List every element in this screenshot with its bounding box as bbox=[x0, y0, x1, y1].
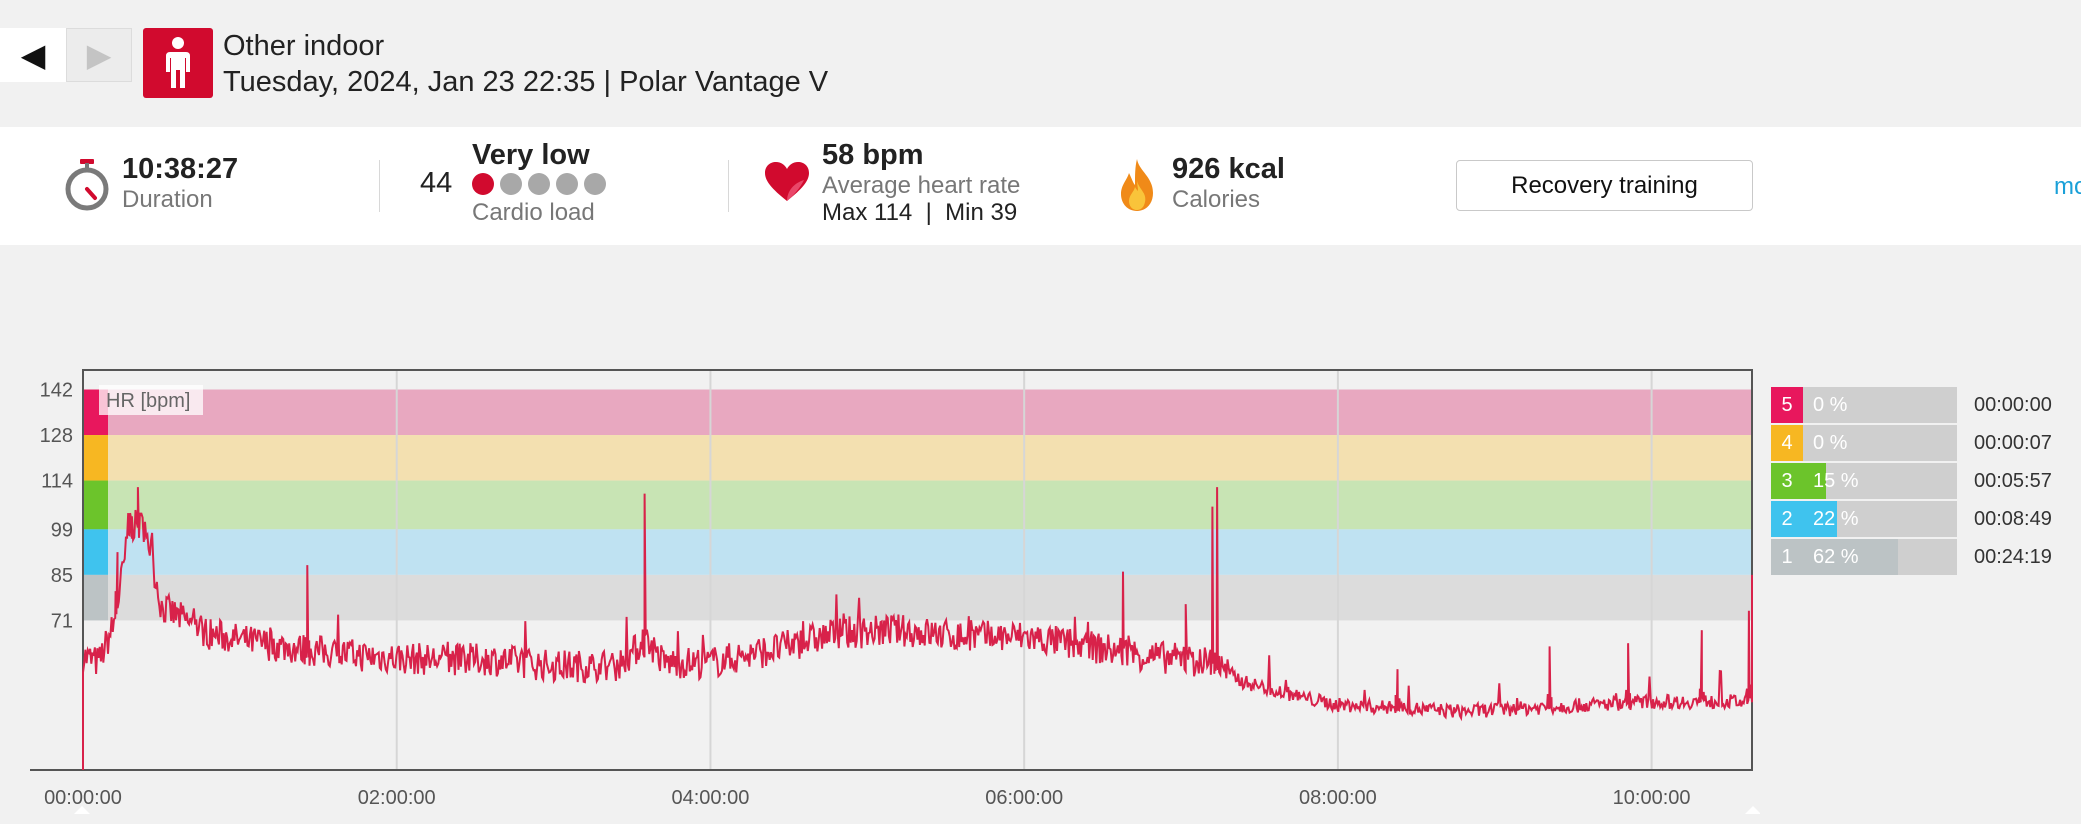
y-tick-label: 85 bbox=[51, 565, 73, 587]
zone-number: 3 bbox=[1771, 463, 1803, 499]
previous-exercise-button[interactable]: ◀ bbox=[0, 28, 66, 82]
zone-time: 00:24:19 bbox=[1974, 545, 2052, 568]
summary-bar: 10:38:27 Duration 44 Very low Cardio loa… bbox=[0, 127, 2081, 245]
duration-value: 10:38:27 bbox=[122, 153, 239, 185]
zone-tab-1 bbox=[84, 574, 108, 621]
average-hr-value: 58 bpm bbox=[822, 139, 924, 171]
next-exercise-button[interactable]: ▶ bbox=[66, 28, 132, 82]
zone-percent: 62 % bbox=[1813, 545, 1859, 568]
cardio-dot bbox=[528, 173, 550, 195]
zone-bands bbox=[83, 389, 1752, 621]
zone-row-5: 5 0 % bbox=[1771, 387, 1957, 423]
cardio-load-value: 44 bbox=[420, 167, 453, 199]
cardio-dot bbox=[584, 173, 606, 195]
arrow-right-icon: ▶ bbox=[86, 37, 112, 73]
zone-tab-2 bbox=[84, 529, 108, 575]
calories-value: 926 kcal bbox=[1172, 153, 1285, 185]
heart-rate-chart: 142 128 114 99 85 71 00:00:00 02:00:00 04:00:00… bbox=[30, 369, 1760, 814]
y-tick-label: 99 bbox=[51, 519, 73, 541]
session-subtitle: Tuesday, 2024, Jan 23 22:35 | Polar Vant… bbox=[223, 66, 829, 98]
training-benefit-button[interactable]: Recovery training bbox=[1456, 160, 1753, 211]
x-tick-label: 08:00:00 bbox=[1299, 787, 1377, 809]
more-link[interactable]: mo bbox=[2054, 173, 2081, 200]
cardio-load-label: Cardio load bbox=[472, 199, 595, 226]
y-tick-label: 71 bbox=[51, 610, 73, 632]
zone-percent: 22 % bbox=[1813, 507, 1859, 530]
flame-icon bbox=[1121, 159, 1153, 211]
zone-row-1: 1 62 % bbox=[1771, 539, 1957, 575]
y-tick-label: 142 bbox=[40, 380, 73, 402]
zone-number: 5 bbox=[1771, 387, 1803, 423]
zone-time: 00:00:07 bbox=[1974, 431, 2052, 454]
zone-band-3 bbox=[83, 480, 1752, 530]
cardio-load-level: Very low bbox=[472, 139, 590, 171]
zone-percent: 0 % bbox=[1813, 431, 1848, 454]
zone-bar bbox=[1803, 501, 1957, 537]
zone-bar-fill bbox=[1803, 501, 1837, 537]
zone-band-1 bbox=[83, 574, 1752, 621]
cardio-dot bbox=[472, 173, 494, 195]
zone-bar bbox=[1803, 425, 1957, 461]
zone-percent: 15 % bbox=[1813, 469, 1859, 492]
cardio-dot bbox=[556, 173, 578, 195]
x-tick-label: 00:00:00 bbox=[44, 787, 122, 809]
range-handle-right[interactable] bbox=[1745, 806, 1760, 814]
average-hr-label: Average heart rate bbox=[822, 172, 1021, 199]
zone-row-3: 3 15 % bbox=[1771, 463, 1957, 499]
plot-frame bbox=[82, 369, 1753, 771]
y-tick-label: 114 bbox=[41, 471, 73, 493]
zone-bar bbox=[1803, 387, 1957, 423]
zone-tabs bbox=[84, 389, 108, 621]
zone-row-4: 4 0 % bbox=[1771, 425, 1957, 461]
zone-time: 00:05:57 bbox=[1974, 469, 2052, 492]
zone-number: 2 bbox=[1771, 501, 1803, 537]
hr-max-min: Max 114 | Min 39 bbox=[822, 199, 1018, 226]
y-tick-label: 128 bbox=[40, 425, 73, 447]
zone-time: 00:00:00 bbox=[1974, 393, 2052, 416]
zone-band-5 bbox=[83, 389, 1752, 436]
zone-number: 4 bbox=[1771, 425, 1803, 461]
zone-bar-fill bbox=[1803, 539, 1899, 575]
zone-time: 00:08:49 bbox=[1974, 507, 2052, 530]
sport-title: Other indoor bbox=[223, 30, 385, 62]
zone-tab-4 bbox=[84, 435, 108, 481]
series-label-bg bbox=[99, 385, 203, 415]
cardio-load-dots bbox=[472, 173, 606, 195]
person-standing-icon bbox=[143, 28, 213, 98]
zone-band-4 bbox=[83, 435, 1752, 481]
zone-number: 1 bbox=[1771, 539, 1803, 575]
y-axis-ticks: 142 128 114 99 85 71 bbox=[40, 380, 73, 633]
zone-row-2: 2 22 % bbox=[1771, 501, 1957, 537]
zone-bar-fill bbox=[1803, 463, 1827, 499]
zone-percent: 0 % bbox=[1813, 393, 1848, 416]
zone-band-2 bbox=[83, 529, 1752, 575]
x-tick-label: 06:00:00 bbox=[985, 787, 1063, 809]
x-tick-label: 04:00:00 bbox=[672, 787, 750, 809]
heart-icon bbox=[765, 162, 809, 201]
divider bbox=[379, 160, 380, 212]
divider bbox=[728, 160, 729, 212]
stopwatch-icon bbox=[65, 159, 109, 211]
range-handle-left[interactable] bbox=[74, 806, 90, 814]
zone-bar bbox=[1803, 539, 1957, 575]
zone-bar bbox=[1803, 463, 1957, 499]
x-tick-label: 02:00:00 bbox=[358, 787, 436, 809]
heart-rate-line bbox=[82, 487, 1753, 770]
x-axis-ticks: 00:00:00 02:00:00 04:00:00 06:00:00 08:00:00… bbox=[44, 787, 1690, 809]
x-tick-label: 10:00:00 bbox=[1613, 787, 1691, 809]
calories-label: Calories bbox=[1172, 186, 1261, 213]
arrow-left-icon: ◀ bbox=[20, 37, 46, 73]
series-label: HR [bpm] bbox=[106, 390, 190, 412]
cardio-dot bbox=[500, 173, 522, 195]
zone-tab-3 bbox=[84, 480, 108, 530]
duration-label: Duration bbox=[122, 186, 213, 213]
